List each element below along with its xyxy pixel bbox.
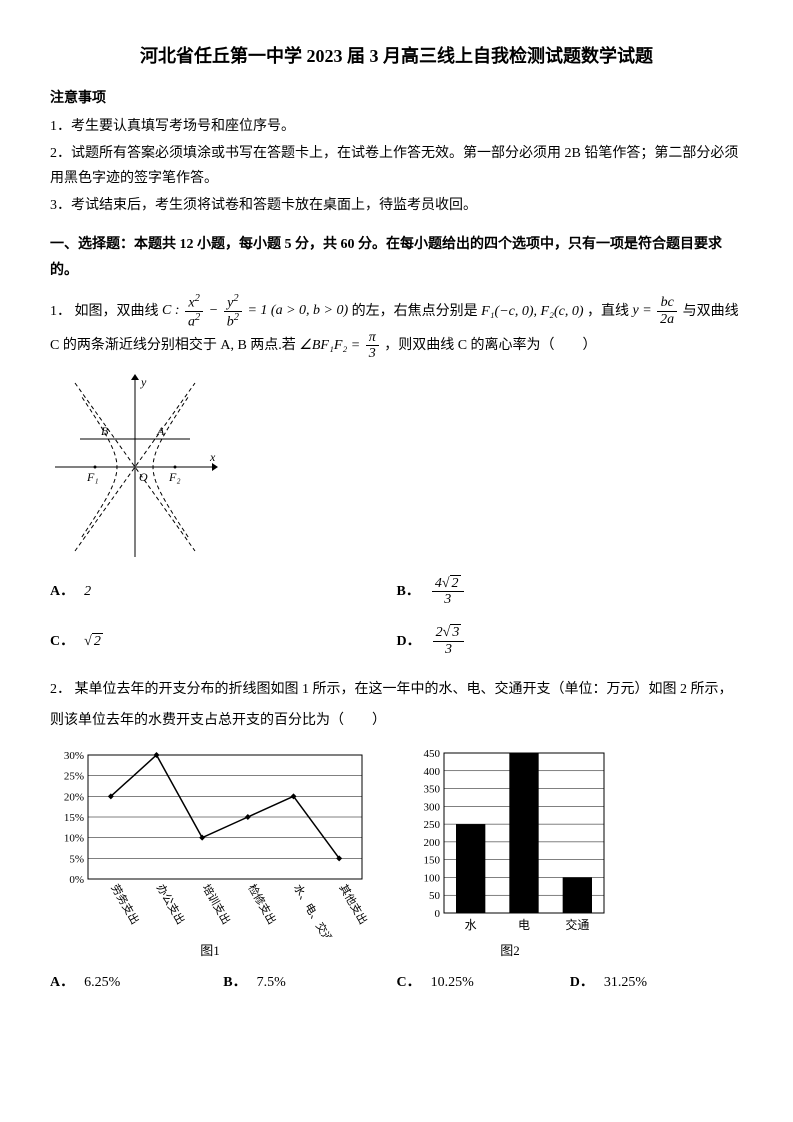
svg-text:100: 100 — [424, 872, 441, 884]
q1-opt-d-den: 3 — [433, 642, 465, 657]
q1-equation: C : x2a2 − y2b2 = 1 (a > 0, b > 0) — [162, 303, 352, 318]
svg-text:0%: 0% — [69, 874, 84, 886]
q1-opt-a-val: 2 — [84, 579, 91, 604]
q2-opt-b-val: 7.5% — [257, 970, 286, 995]
q2-option-c[interactable]: C．10.25% — [397, 970, 570, 995]
svg-text:交通: 交通 — [565, 917, 589, 932]
q1-after-eq: 的左，右焦点分别是 — [352, 303, 482, 318]
q1-mid: ，直线 — [587, 303, 633, 318]
q1-options: A．2 B． 423 C．2 D． 233 — [50, 576, 743, 658]
svg-text:水: 水 — [465, 918, 477, 932]
note-3: 3．考试结束后，考生须将试卷和答题卡放在桌面上，待监考员收回。 — [50, 193, 743, 218]
svg-text:25%: 25% — [64, 771, 84, 783]
svg-text:200: 200 — [424, 837, 441, 849]
q2-figures: 0%5%10%15%20%25%30%劳务支出办公支出培训支出检修支出水、电、交… — [50, 747, 743, 962]
line-chart-svg: 0%5%10%15%20%25%30%劳务支出办公支出培训支出检修支出水、电、交… — [50, 747, 370, 937]
q2-options: A．6.25% B．7.5% C．10.25% D．31.25% — [50, 970, 743, 995]
q1-option-d[interactable]: D． 233 — [397, 625, 744, 657]
hyperbola-svg: y x O B A F₁ F₂ — [50, 372, 220, 562]
q1-end: ，则双曲线 C 的离心率为（ ） — [384, 338, 596, 353]
svg-text:y: y — [140, 375, 147, 389]
bar-chart-caption: 图2 — [410, 939, 610, 962]
q2-opt-c-val: 10.25% — [431, 970, 474, 995]
q2-opt-a-val: 6.25% — [84, 970, 120, 995]
svg-text:400: 400 — [424, 766, 441, 778]
q1-opt-b-den: 3 — [432, 592, 464, 607]
svg-text:10%: 10% — [64, 833, 84, 845]
svg-text:300: 300 — [424, 801, 441, 813]
q1-angle: ∠BF₁F₂ = π3 — [299, 338, 384, 353]
svg-text:O: O — [139, 470, 148, 484]
q1-pre: 如图，双曲线 — [75, 303, 163, 318]
svg-text:B: B — [101, 424, 109, 438]
svg-text:x: x — [209, 450, 216, 464]
bar-chart-svg: 0 50 100 150 200 250 300 350 400 450 水 电 交通 — [410, 747, 610, 937]
svg-text:检修支出: 检修支出 — [245, 881, 279, 926]
q2-option-d[interactable]: D．31.25% — [570, 970, 743, 995]
svg-text:劳务支出: 劳务支出 — [108, 881, 142, 926]
q2-label: 2． — [50, 682, 71, 697]
question-1: 1． 如图，双曲线 C : x2a2 − y2b2 = 1 (a > 0, b … — [50, 293, 743, 362]
svg-text:50: 50 — [429, 890, 441, 902]
q1-option-b[interactable]: B． 423 — [397, 576, 744, 608]
svg-text:20%: 20% — [64, 791, 84, 803]
question-2: 2． 某单位去年的开支分布的折线图如图 1 所示，在这一年中的水、电、交通开支（… — [50, 675, 743, 737]
q2-option-a[interactable]: A．6.25% — [50, 970, 223, 995]
q1-option-c[interactable]: C．2 — [50, 625, 397, 657]
line-chart-box: 0%5%10%15%20%25%30%劳务支出办公支出培训支出检修支出水、电、交… — [50, 747, 370, 962]
svg-text:A: A — [156, 424, 165, 438]
bar-chart-box: 0 50 100 150 200 250 300 350 400 450 水 电 交通 图2 — [410, 747, 610, 962]
svg-text:150: 150 — [424, 855, 441, 867]
q1-foci: F₁(−c, 0), F₂(c, 0) — [481, 303, 583, 318]
svg-text:电: 电 — [518, 918, 530, 932]
q1-label: 1． — [50, 303, 71, 318]
q1-option-a[interactable]: A．2 — [50, 576, 397, 608]
svg-text:250: 250 — [424, 819, 441, 831]
q1-figure: y x O B A F₁ F₂ — [50, 372, 743, 562]
svg-text:其他支出: 其他支出 — [337, 881, 370, 926]
note-1: 1．考生要认真填写考场号和座位序号。 — [50, 114, 743, 139]
line-chart-caption: 图1 — [50, 939, 370, 962]
notes-block: 注意事项 1．考生要认真填写考场号和座位序号。 2．试题所有答案必须填涂或书写在… — [50, 86, 743, 218]
q1-angle-label: ∠BF₁F₂ = — [299, 338, 363, 353]
svg-text:5%: 5% — [69, 853, 84, 865]
notes-head: 注意事项 — [50, 86, 743, 111]
svg-text:培训支出: 培训支出 — [200, 881, 234, 926]
svg-text:350: 350 — [424, 783, 441, 795]
svg-text:F₁: F₁ — [86, 470, 99, 484]
section1-instructions: 一、选择题：本题共 12 小题，每小题 5 分，共 60 分。在每小题给出的四个… — [50, 232, 743, 282]
svg-text:450: 450 — [424, 748, 441, 760]
svg-text:0: 0 — [435, 908, 441, 920]
svg-text:30%: 30% — [64, 750, 84, 762]
svg-text:15%: 15% — [64, 812, 84, 824]
svg-text:F₂: F₂ — [168, 470, 181, 484]
q2-option-b[interactable]: B．7.5% — [223, 970, 396, 995]
q2-text: 某单位去年的开支分布的折线图如图 1 所示，在这一年中的水、电、交通开支（单位：… — [50, 682, 733, 728]
q1-line-eq: y = bc2a — [633, 303, 683, 318]
svg-text:办公支出: 办公支出 — [154, 881, 188, 926]
page-title: 河北省任丘第一中学 2023 届 3 月高三线上自我检测试题数学试题 — [50, 40, 743, 72]
q2-opt-d-val: 31.25% — [604, 970, 647, 995]
note-2: 2．试题所有答案必须填涂或书写在答题卡上，在试卷上作答无效。第一部分必须用 2B… — [50, 141, 743, 191]
